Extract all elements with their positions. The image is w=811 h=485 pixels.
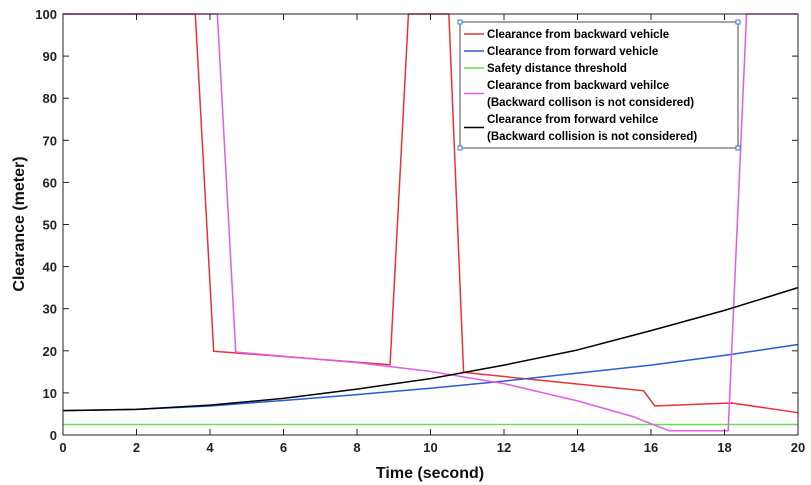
- legend-label-5: (Backward collision is not considered): [487, 131, 697, 143]
- x-tick-label: 6: [280, 440, 287, 455]
- x-tick-label: 20: [791, 440, 805, 455]
- legend-label-4: Clearance from backward vehilce: [487, 80, 669, 92]
- legend-label-2: Clearance from forward vehicle: [487, 46, 658, 58]
- legend-label-5: Clearance from forward vehilce: [487, 114, 658, 126]
- x-tick-label: 4: [206, 440, 214, 455]
- legend-label-4: (Backward collison is not considered): [487, 97, 694, 109]
- y-tick-label: 80: [43, 91, 57, 106]
- y-tick-label: 40: [43, 260, 57, 275]
- series-line-5: [62, 286, 799, 412]
- y-axis-title: Clearance (meter): [11, 156, 28, 291]
- x-tick-label: 16: [644, 440, 658, 455]
- x-tick-label: 12: [497, 440, 511, 455]
- y-tick-label: 0: [50, 428, 57, 443]
- x-axis-title: Time (second): [376, 465, 484, 482]
- y-tick-label: 10: [43, 386, 57, 401]
- x-tick-label: 0: [59, 440, 66, 455]
- y-tick-label: 50: [43, 218, 57, 233]
- x-tick-label: 10: [423, 440, 437, 455]
- y-tick-label: 90: [43, 49, 57, 64]
- x-tick-label: 14: [570, 440, 585, 455]
- y-tick-label: 60: [43, 175, 57, 190]
- y-tick-label: 30: [43, 302, 57, 317]
- x-tick-label: 8: [353, 440, 360, 455]
- x-tick-label: 18: [717, 440, 731, 455]
- legend-label-1: Clearance from backward vehicle: [487, 29, 669, 41]
- y-tick-label: 70: [43, 133, 57, 148]
- legend-handle: [735, 19, 741, 25]
- y-tick-label: 20: [43, 344, 57, 359]
- legend-handle: [457, 145, 463, 151]
- legend-box: [459, 21, 739, 149]
- axes-layer: 0 2 4 6 8 10 12 14 16 18 20 0 10 20 30 40 50 60 70 80 90 100: [35, 7, 805, 455]
- legend-handle: [457, 19, 463, 25]
- x-tick-label: 2: [133, 440, 140, 455]
- legend-handle: [735, 145, 741, 151]
- series-line-4: [63, 13, 798, 432]
- series-layer: [62, 13, 799, 432]
- y-tick-label: 100: [35, 7, 57, 22]
- legend: Clearance from backward vehicle Clearance…: [457, 19, 741, 151]
- legend-label-3: Safety distance threshold: [487, 63, 627, 75]
